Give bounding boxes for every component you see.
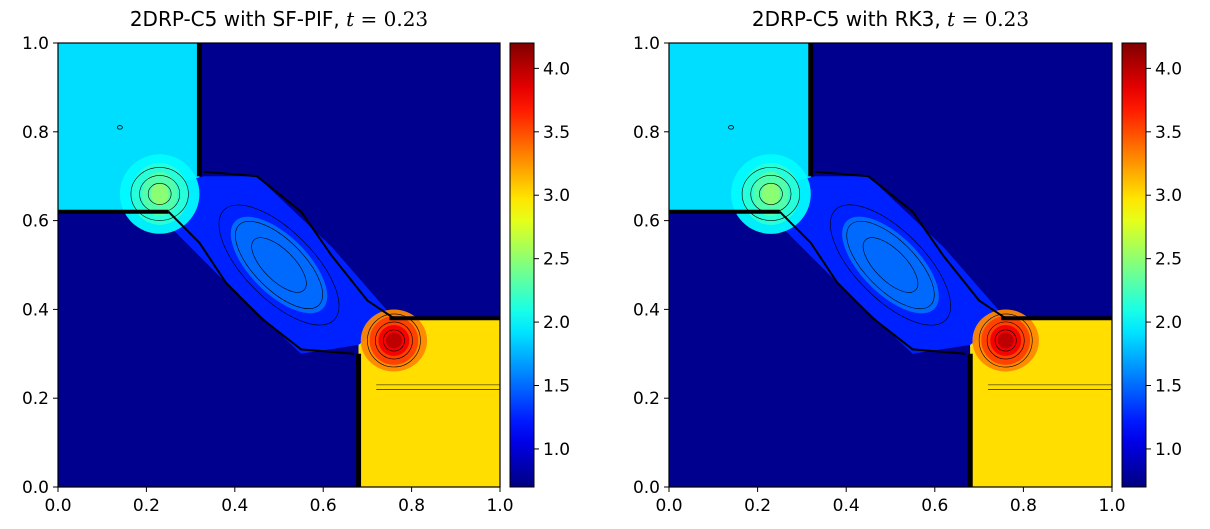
colorbar-tick-label: 3.0 xyxy=(543,186,570,206)
density-field xyxy=(669,43,1112,487)
colorbar-tick-label: 3.0 xyxy=(1155,186,1182,206)
y-tick-label: 0.8 xyxy=(633,123,660,143)
y-tick-label: 1.0 xyxy=(633,34,660,54)
central-jet-core xyxy=(230,216,328,314)
upper-vortex-contour-2 xyxy=(750,175,792,213)
y-tick-label: 0.2 xyxy=(22,389,49,409)
title-math-var: t xyxy=(346,7,355,31)
x-tick-label: 0.2 xyxy=(133,496,160,516)
contour-lines xyxy=(669,43,1112,487)
shock-lower xyxy=(167,211,355,355)
upper-vortex-contour-1 xyxy=(741,167,800,221)
upper-vortex-contour-1 xyxy=(130,167,189,221)
y-tick-label: 0.6 xyxy=(22,212,49,232)
title-math-eq: = 0.23 xyxy=(354,7,428,31)
colorbar-tick-label: 2.0 xyxy=(543,313,570,333)
density-field xyxy=(58,43,500,487)
jet-contour-2 xyxy=(235,221,323,309)
jet-contour-1 xyxy=(830,204,951,326)
upper-vortex-contour-3 xyxy=(759,183,783,205)
title-prefix: 2DRP-C5 with SF-PIF, xyxy=(130,7,346,31)
y-tick-label: 0.0 xyxy=(22,478,49,498)
colorbar-tick-label: 1.0 xyxy=(543,440,570,460)
plot-frame xyxy=(668,42,1113,488)
contour-lines xyxy=(58,43,500,487)
upper-vortex-layer-4 xyxy=(150,182,169,206)
title-math-var: t xyxy=(947,7,956,31)
lower-vortex-contour-1 xyxy=(978,313,1033,368)
x-tick-label: 0.8 xyxy=(1010,496,1037,516)
y-tick-label: 0.8 xyxy=(22,123,49,143)
upper-vortex-contour-3 xyxy=(147,183,172,205)
lower-vortex-layer-4 xyxy=(385,332,402,349)
title-prefix: 2DRP-C5 with RK3, xyxy=(752,7,947,31)
x-tick-label: 0.0 xyxy=(44,496,71,516)
panel-1: 0.0 0.2 0.4 0.6 0.8 1.0 0.0 0.2 0.4 0.6 0.8 1.0 2DRP… xyxy=(22,7,570,516)
shock-lower xyxy=(779,211,966,355)
colorbar-tick-label: 2.0 xyxy=(1155,313,1182,333)
y-tick-label: 0.4 xyxy=(633,300,660,320)
plot-frame xyxy=(57,42,501,488)
colorbar-tick-label: 1.5 xyxy=(1155,377,1182,397)
y-tick-label: 1.0 xyxy=(22,34,49,54)
x-tick-label: 1.0 xyxy=(1098,496,1125,516)
title-math-eq: = 0.23 xyxy=(955,7,1029,31)
colorbar-tick-label: 4.0 xyxy=(1155,59,1182,79)
lower-vortex-layer-4 xyxy=(997,332,1014,349)
y-tick-label: 0.4 xyxy=(22,300,49,320)
shock-upper xyxy=(815,170,1007,320)
shock-upper xyxy=(203,170,395,320)
y-tick-label: 0.2 xyxy=(633,389,660,409)
x-tick-label: 0.6 xyxy=(310,496,337,516)
panel-2: 0.0 0.2 0.4 0.6 0.8 1.0 0.0 0.2 0.4 0.6 0.8 1.0 2DRP… xyxy=(633,7,1182,516)
jet-contour-3 xyxy=(862,237,919,293)
chart-title: 2DRP-C5 with RK3, t = 0.23 xyxy=(752,7,1029,31)
x-tick-label: 1.0 xyxy=(486,496,513,516)
jet-contour-2 xyxy=(846,220,935,310)
lower-vortex-contour-2 xyxy=(375,321,413,360)
colorbar-tick-label: 1.0 xyxy=(1155,440,1182,460)
jet-contour-3 xyxy=(251,237,307,293)
y-tick-label: 0.6 xyxy=(633,212,660,232)
chart-title: 2DRP-C5 with SF-PIF, t = 0.23 xyxy=(130,7,428,31)
x-tick-label: 0.6 xyxy=(921,496,948,516)
upper-left-contour-dot xyxy=(728,125,734,130)
colorbar xyxy=(509,42,535,488)
lower-vortex-contour-2 xyxy=(986,321,1025,360)
colorbar-tick-label: 1.5 xyxy=(543,377,570,397)
lower-vortex-contour-3 xyxy=(383,329,405,352)
colorbar-tick-label: 2.5 xyxy=(1155,250,1182,270)
x-tick-label: 0.2 xyxy=(744,496,771,516)
colorbar xyxy=(1121,42,1147,488)
colorbar-tick-label: 4.0 xyxy=(543,59,570,79)
upper-left-contour-dot xyxy=(116,125,123,130)
lower-vortex-contour-3 xyxy=(994,329,1017,352)
x-tick-label: 0.0 xyxy=(655,496,682,516)
x-tick-label: 0.8 xyxy=(398,496,425,516)
x-tick-label: 0.4 xyxy=(833,496,860,516)
colorbar-tick-label: 2.5 xyxy=(543,250,570,270)
central-jet-core xyxy=(842,216,939,314)
colorbar-tick-label: 3.5 xyxy=(1155,123,1182,143)
upper-vortex-contour-2 xyxy=(139,175,181,213)
y-tick-label: 0.0 xyxy=(633,478,660,498)
colorbar-tick-label: 3.5 xyxy=(543,123,570,143)
x-tick-label: 0.4 xyxy=(221,496,248,516)
upper-vortex-layer-4 xyxy=(762,182,780,206)
lower-vortex-contour-1 xyxy=(367,313,421,368)
jet-contour-1 xyxy=(218,204,340,326)
